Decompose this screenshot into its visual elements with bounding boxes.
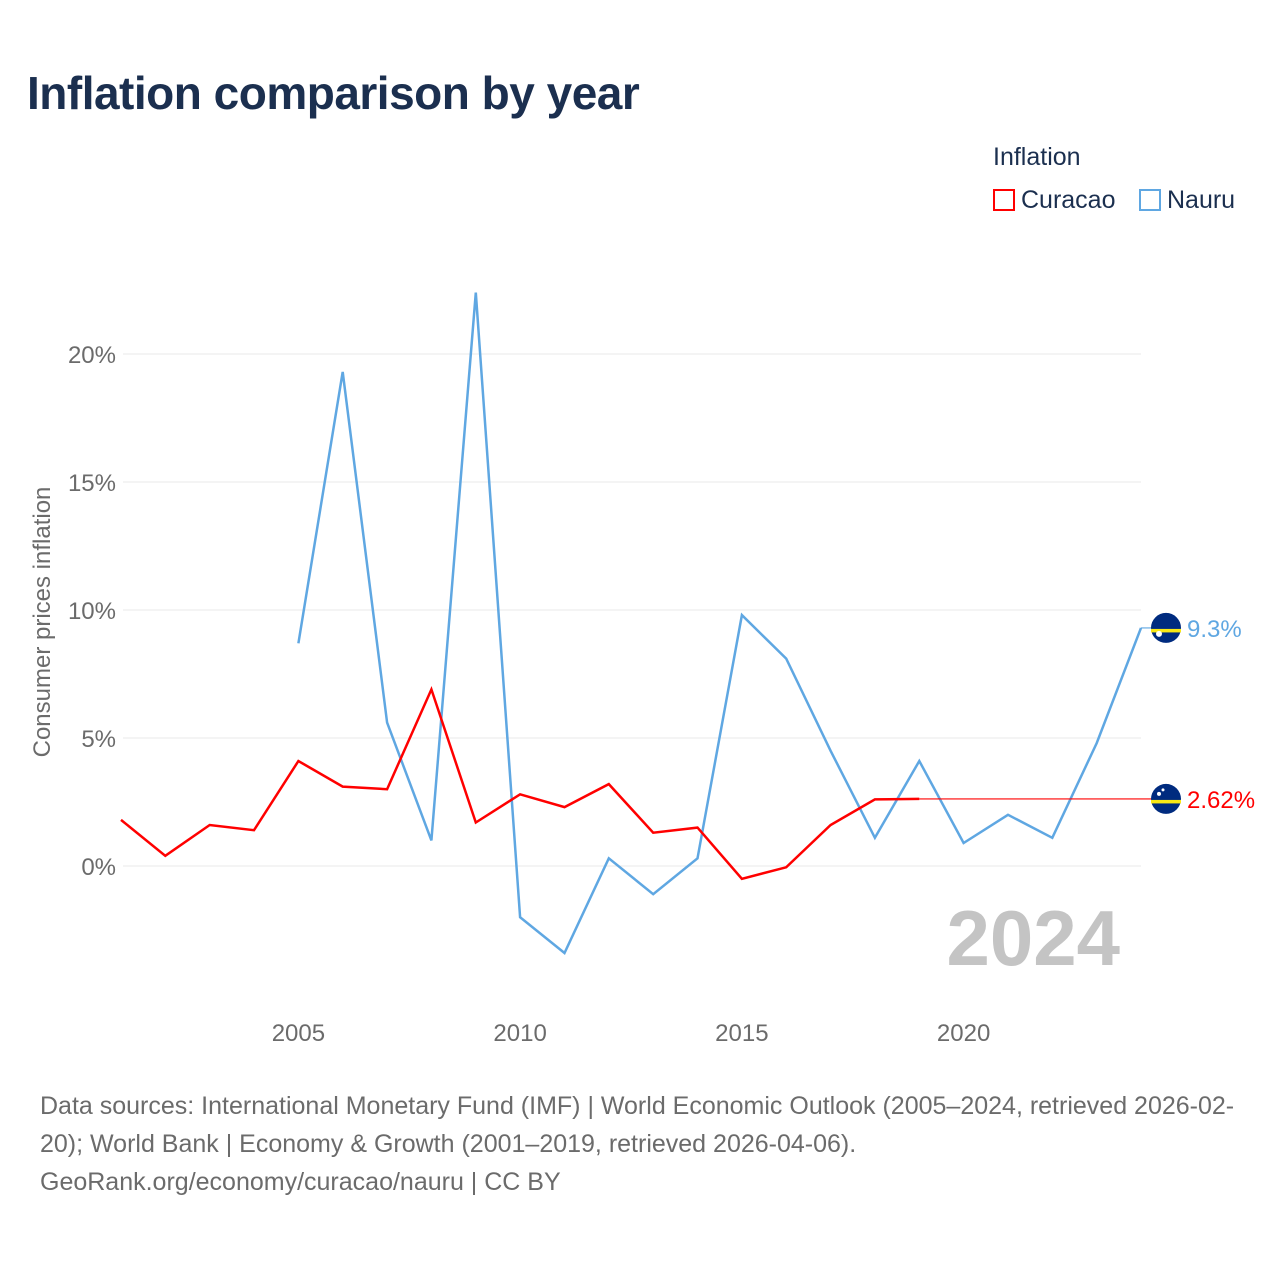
flag-marker-curacao — [1151, 783, 1181, 814]
year-watermark: 2024 — [946, 894, 1120, 982]
y-tick-label: 0% — [81, 854, 116, 881]
y-tick-label: 5% — [81, 726, 116, 753]
x-tick-label: 2015 — [715, 1020, 768, 1047]
y-tick-label: 20% — [68, 342, 116, 369]
y-axis-ticks: 0% 5% 10% 15% 20% — [68, 342, 116, 881]
gridlines — [123, 353, 1141, 867]
y-axis-label: Consumer prices inflation — [29, 487, 56, 758]
y-tick-label: 10% — [68, 598, 116, 625]
y-tick-label: 15% — [68, 470, 116, 497]
legend-swatch-nauru — [1139, 189, 1161, 211]
flag-circle — [1151, 612, 1181, 643]
flag-star — [1156, 630, 1162, 637]
x-axis-ticks: 2005 2010 2015 2020 — [272, 1020, 991, 1047]
chart-title: Inflation comparison by year — [27, 67, 640, 119]
legend-item-nauru[interactable]: Nauru — [1139, 186, 1235, 214]
legend-swatch-curacao — [993, 189, 1015, 211]
data-sources: Data sources: International Monetary Fun… — [40, 1092, 1235, 1158]
flag-star — [1161, 788, 1165, 792]
series-layer — [120, 292, 1166, 955]
x-tick-label: 2010 — [493, 1020, 546, 1047]
footer: Data sources: International Monetary Fun… — [40, 1087, 1245, 1201]
flag-star — [1157, 791, 1161, 796]
series-line-nauru — [297, 292, 1143, 955]
x-tick-label: 2005 — [272, 1020, 325, 1047]
legend-title: Inflation — [993, 143, 1081, 171]
line-chart: 2024 0% 5% 10% 15% 20% 2005 2010 2015 2020 Cons… — [29, 292, 1255, 1047]
legend-label-curacao: Curacao — [1021, 185, 1116, 214]
end-value-label-nauru: 9.3% — [1187, 616, 1242, 643]
series-line-curacao — [120, 685, 920, 881]
legend-label-nauru: Nauru — [1167, 185, 1236, 214]
flag-stripe — [1151, 799, 1181, 804]
legend-item-curacao[interactable]: Curacao — [993, 186, 1116, 214]
end-labels: 9.3% 2.62% — [1151, 612, 1255, 814]
flag-marker-nauru — [1151, 612, 1181, 643]
flag-circle — [1151, 783, 1181, 814]
flag-stripe — [1151, 628, 1181, 633]
credit-line: GeoRank.org/economy/curacao/nauru | CC B… — [40, 1168, 561, 1196]
end-value-label-curacao: 2.62% — [1187, 787, 1255, 814]
x-tick-label: 2020 — [937, 1020, 990, 1047]
